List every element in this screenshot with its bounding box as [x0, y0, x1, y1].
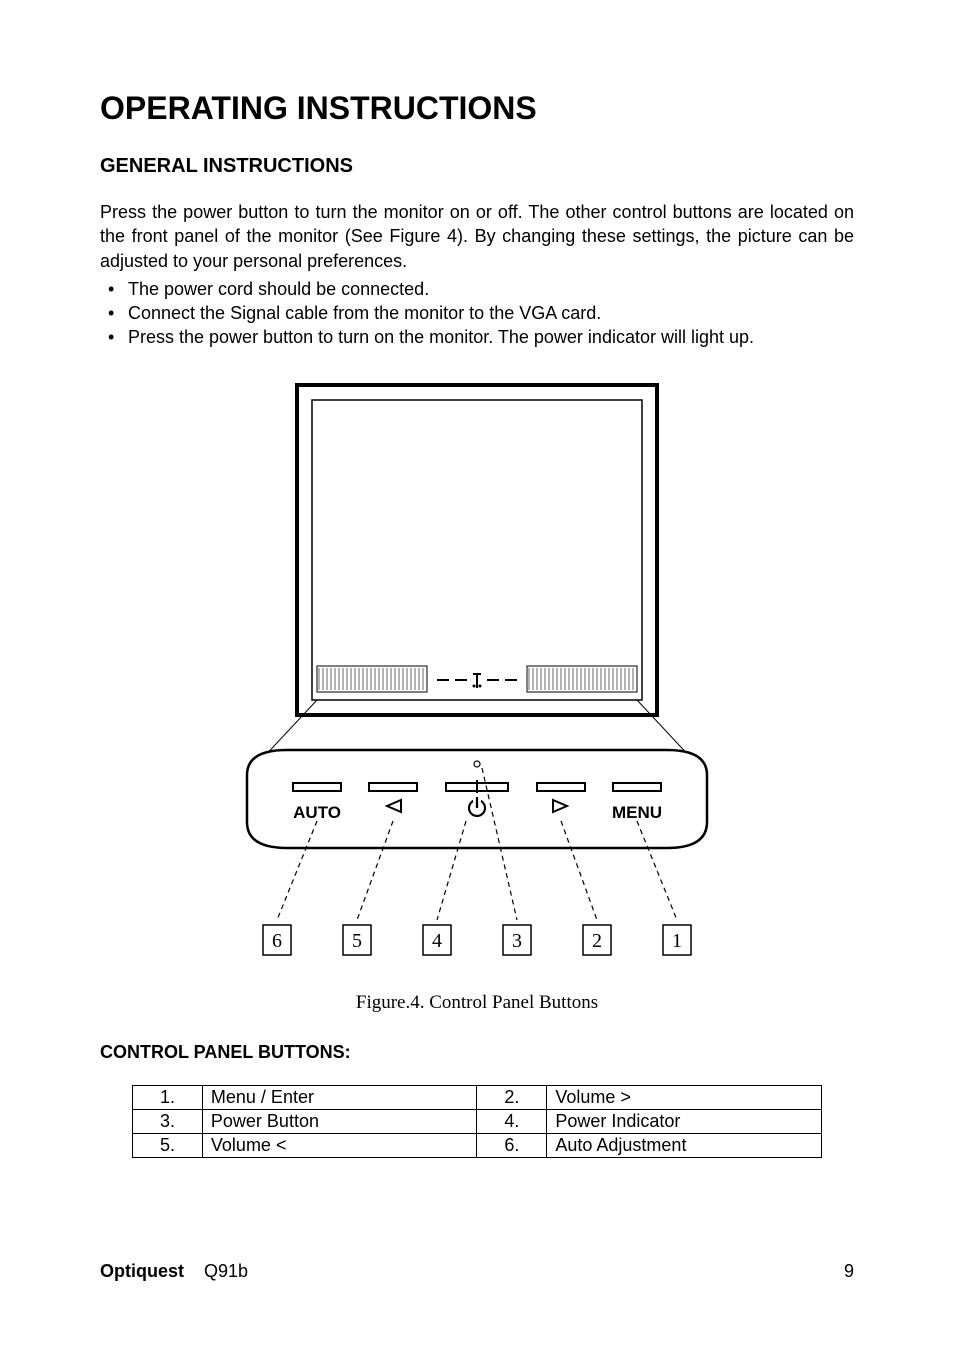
callout-6: 6	[272, 930, 282, 952]
footer-brand: Optiquest	[100, 1261, 184, 1281]
cell-num: 5.	[133, 1133, 203, 1157]
footer-page-number: 9	[844, 1261, 854, 1282]
cell-label: Menu / Enter	[202, 1085, 477, 1109]
instruction-list: The power cord should be connected. Conn…	[100, 277, 854, 350]
cell-num: 1.	[133, 1085, 203, 1109]
figure-4: AUTO MENU 6	[100, 380, 854, 970]
page-title: OPERATING INSTRUCTIONS	[100, 90, 854, 127]
footer-model: Q91b	[204, 1261, 248, 1281]
cell-label: Auto Adjustment	[547, 1133, 822, 1157]
intro-paragraph: Press the power button to turn the monit…	[100, 200, 854, 273]
auto-label: AUTO	[293, 803, 341, 822]
section-heading-buttons: CONTROL PANEL BUTTONS:	[100, 1042, 854, 1063]
list-item: Connect the Signal cable from the monito…	[100, 301, 854, 325]
list-item: Press the power button to turn on the mo…	[100, 325, 854, 349]
page-footer: Optiquest Q91b 9	[100, 1261, 854, 1282]
callout-2: 2	[592, 930, 602, 952]
cell-label: Volume >	[547, 1085, 822, 1109]
cell-num: 6.	[477, 1133, 547, 1157]
callout-5: 5	[352, 930, 362, 952]
callout-3: 3	[512, 930, 522, 952]
cell-label: Volume <	[202, 1133, 477, 1157]
menu-label: MENU	[612, 803, 662, 822]
list-item: The power cord should be connected.	[100, 277, 854, 301]
callout-1: 1	[672, 930, 682, 952]
table-row: 5. Volume < 6. Auto Adjustment	[133, 1133, 822, 1157]
callout-4: 4	[432, 930, 442, 952]
table-row: 1. Menu / Enter 2. Volume >	[133, 1085, 822, 1109]
buttons-table: 1. Menu / Enter 2. Volume > 3. Power But…	[132, 1085, 822, 1158]
cell-num: 3.	[133, 1109, 203, 1133]
cell-num: 4.	[477, 1109, 547, 1133]
cell-num: 2.	[477, 1085, 547, 1109]
table-row: 3. Power Button 4. Power Indicator	[133, 1109, 822, 1133]
cell-label: Power Button	[202, 1109, 477, 1133]
figure-caption: Figure.4. Control Panel Buttons	[100, 992, 854, 1014]
section-heading-general: GENERAL INSTRUCTIONS	[100, 155, 854, 178]
cell-label: Power Indicator	[547, 1109, 822, 1133]
